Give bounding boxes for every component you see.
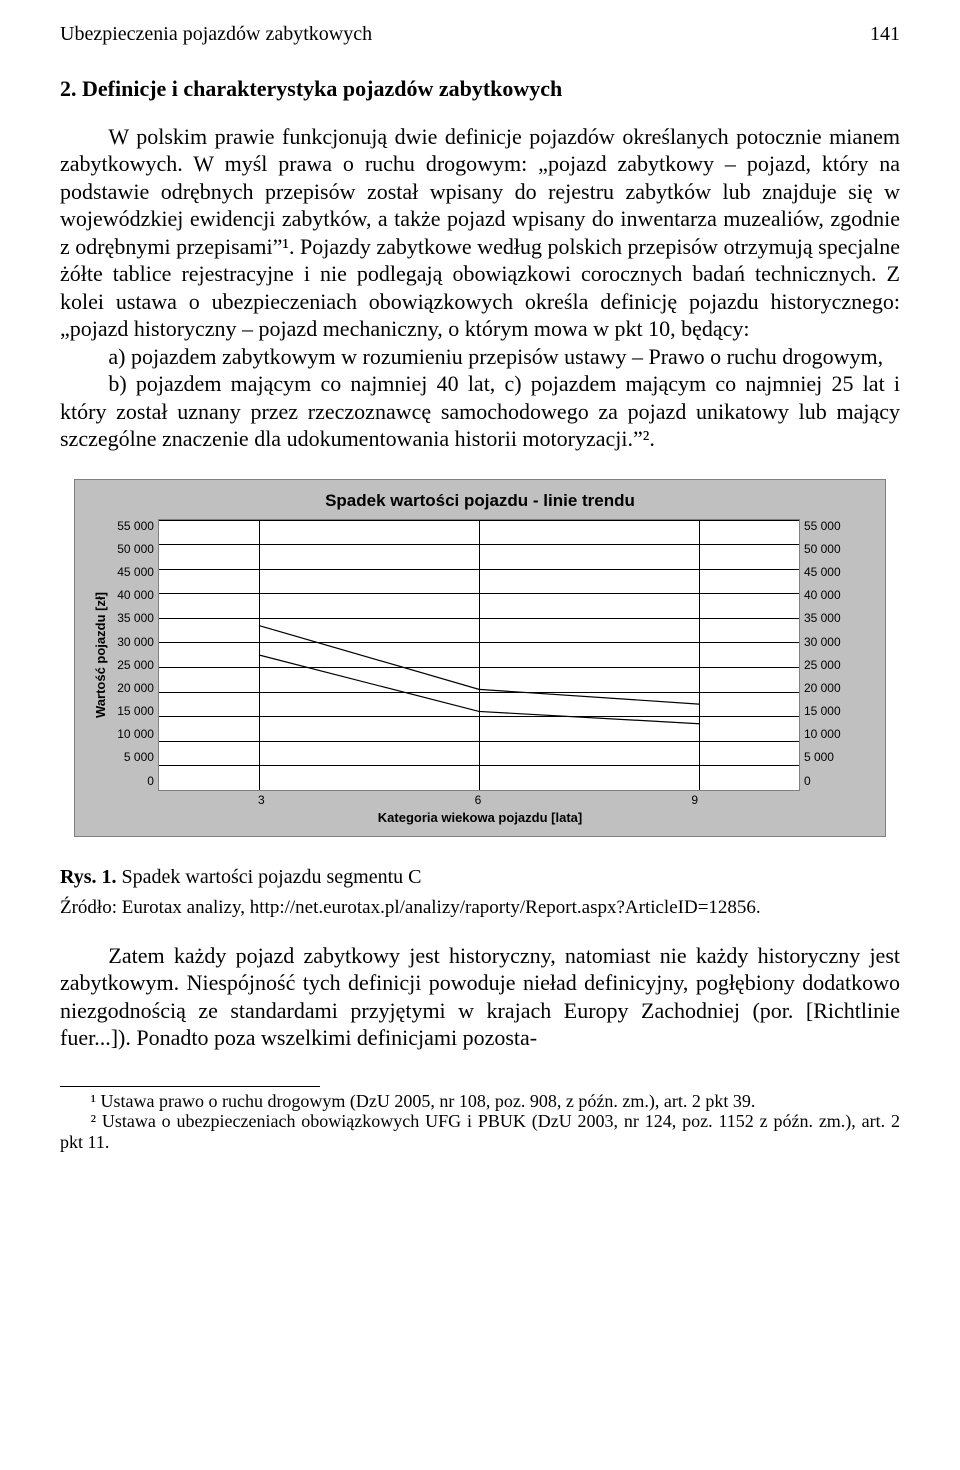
xtick: 9 [691,793,698,808]
footnote-rule [60,1086,320,1087]
chart-title: Spadek wartości pojazdu - linie trendu [89,490,871,511]
chart-stage: Wartość pojazdu [zł] 55 000 50 000 45 000 4… [89,519,871,791]
ytick-right: 15 000 [804,704,841,719]
ytick-right: 40 000 [804,588,841,603]
gridline-v [259,520,260,790]
list-item-b: b) pojazdem mającym co najmniej 40 lat, … [60,370,900,453]
chart-panel: Spadek wartości pojazdu - linie trendu W… [74,479,886,838]
ytick-left: 20 000 [117,681,154,696]
ytick-right: 55 000 [804,519,841,534]
xticks: 3 6 9 [158,793,798,808]
ytick-left: 25 000 [117,658,154,673]
x-axis-label: Kategoria wiekowa pojazdu [lata] [89,810,871,826]
ytick-left: 45 000 [117,565,154,580]
footnote-1: ¹ Ustawa prawo o ruchu drogowym (DzU 200… [60,1091,900,1112]
paragraph-2: Zatem każdy pojazd zabytkowy jest histor… [60,942,900,1052]
figure-source: Źródło: Eurotax analizy, http://net.euro… [60,896,900,920]
ytick-left: 50 000 [117,542,154,557]
chart-plot-area [158,519,800,791]
ytick-left: 15 000 [117,704,154,719]
xticks-row: 3 6 9 [89,793,871,808]
ytick-left: 55 000 [117,519,154,534]
ytick-right: 20 000 [804,681,841,696]
page: Ubezpieczenia pojazdów zabytkowych 141 2… [0,0,960,1470]
ytick-left: 40 000 [117,588,154,603]
figure-caption-text: Spadek wartości pojazdu segmentu C [117,866,422,888]
ytick-right: 50 000 [804,542,841,557]
gridline-h [159,790,799,791]
ytick-right: 0 [804,774,841,789]
list-item-a: a) pojazdem zabytkowym w rozumieniu prze… [60,343,900,371]
ytick-left: 10 000 [117,727,154,742]
figure-caption-lead: Rys. 1. [60,866,117,888]
ytick-right: 10 000 [804,727,841,742]
page-number: 141 [870,22,900,47]
paragraph-1: W polskim prawie funkcjonują dwie defini… [60,123,900,343]
ytick-right: 35 000 [804,611,841,626]
section-title: 2. Definicje i charakterystyka pojazdów … [60,75,900,103]
yticks-left: 55 000 50 000 45 000 40 000 35 000 30 000 25 0… [113,519,158,789]
gridline-v [699,520,700,790]
running-head: Ubezpieczenia pojazdów zabytkowych 141 [60,22,900,47]
figure: Spadek wartości pojazdu - linie trendu W… [60,479,900,838]
ytick-right: 5 000 [804,750,841,765]
running-title: Ubezpieczenia pojazdów zabytkowych [60,22,372,47]
ytick-left: 0 [117,774,154,789]
footnotes: ¹ Ustawa prawo o ruchu drogowym (DzU 200… [60,1091,900,1153]
ytick-right: 30 000 [804,635,841,650]
yticks-right: 55 000 50 000 45 000 40 000 35 000 30 000 25 0… [800,519,845,789]
footnote-2: ² Ustawa o ubezpieczeniach obowiązkowych… [60,1111,900,1152]
ytick-right: 25 000 [804,658,841,673]
gridline-v [479,520,480,790]
y-axis-label: Wartość pojazdu [zł] [89,519,113,791]
xtick: 6 [475,793,482,808]
ytick-right: 45 000 [804,565,841,580]
ytick-left: 30 000 [117,635,154,650]
xtick: 3 [258,793,265,808]
ytick-left: 5 000 [117,750,154,765]
xticks-spacer [89,793,158,808]
figure-caption: Rys. 1. Spadek wartości pojazdu segmentu… [60,865,900,890]
ytick-left: 35 000 [117,611,154,626]
